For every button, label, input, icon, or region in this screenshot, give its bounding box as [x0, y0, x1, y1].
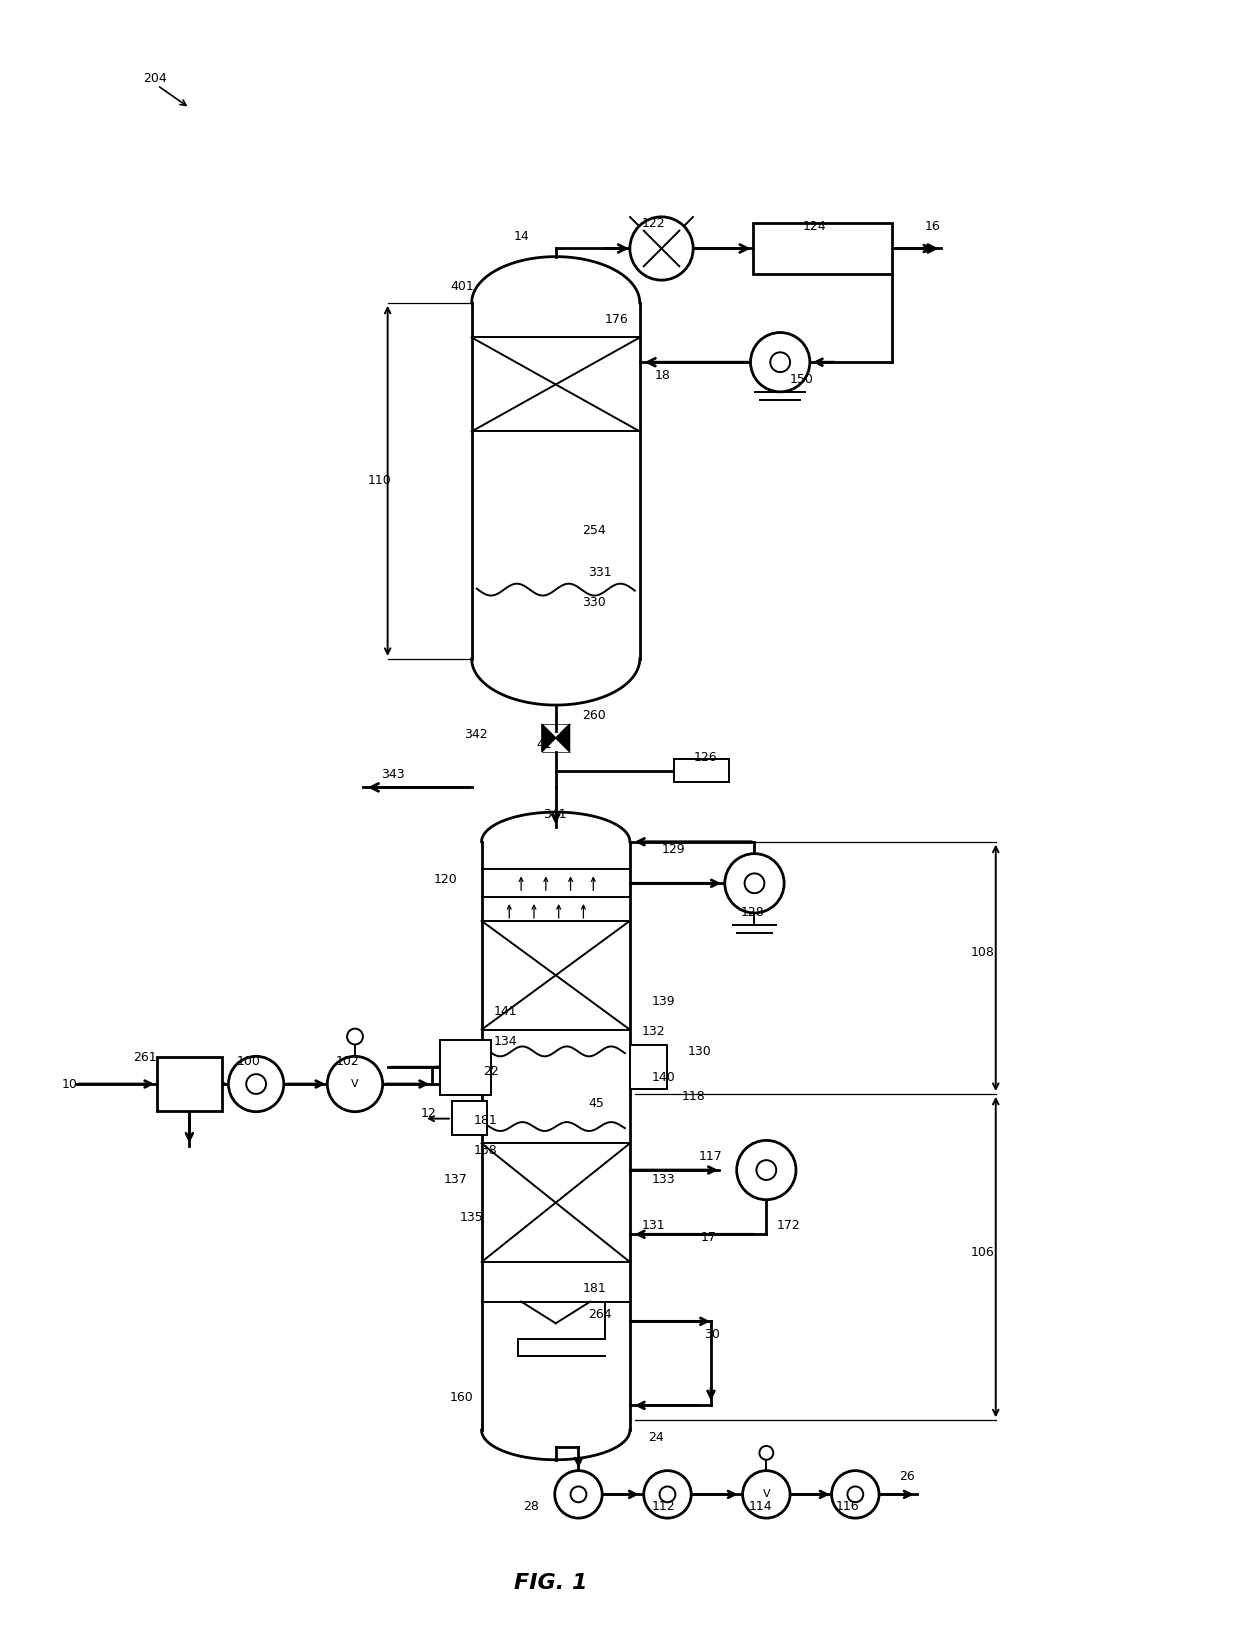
Text: 343: 343	[381, 768, 404, 782]
Text: 118: 118	[681, 1090, 706, 1103]
Text: 160: 160	[450, 1391, 474, 1404]
Text: 134: 134	[494, 1034, 517, 1048]
Text: 26: 26	[899, 1470, 915, 1483]
Bar	[440, 1039, 491, 1095]
Circle shape	[743, 1471, 790, 1519]
Text: 401: 401	[450, 279, 474, 292]
Text: 45: 45	[588, 1097, 604, 1110]
Text: 331: 331	[588, 566, 613, 580]
Circle shape	[570, 1486, 587, 1502]
Polygon shape	[556, 724, 569, 752]
Text: 10: 10	[61, 1077, 77, 1090]
Text: 150: 150	[790, 373, 813, 386]
Text: 176: 176	[605, 314, 629, 327]
Text: 124: 124	[804, 220, 827, 233]
Text: 264: 264	[588, 1309, 613, 1320]
Text: V: V	[763, 1489, 770, 1499]
Text: 102: 102	[335, 1054, 358, 1067]
Circle shape	[327, 1056, 383, 1112]
Text: 12: 12	[420, 1107, 436, 1120]
Text: 129: 129	[661, 844, 686, 855]
Circle shape	[756, 1161, 776, 1181]
Text: V: V	[351, 1079, 358, 1089]
Circle shape	[847, 1486, 863, 1502]
Text: 117: 117	[699, 1149, 723, 1163]
Polygon shape	[542, 724, 556, 752]
Text: 112: 112	[652, 1499, 676, 1512]
Circle shape	[644, 1471, 691, 1519]
Text: 140: 140	[652, 1071, 676, 1084]
Text: 341: 341	[543, 808, 567, 821]
Text: 114: 114	[749, 1499, 773, 1512]
Circle shape	[832, 1471, 879, 1519]
Text: 17: 17	[701, 1232, 717, 1243]
Text: 342: 342	[464, 729, 487, 742]
Text: 126: 126	[694, 752, 718, 764]
Text: 138: 138	[474, 1144, 497, 1156]
Text: 122: 122	[642, 217, 666, 230]
Text: 14: 14	[513, 230, 529, 243]
Text: 100: 100	[237, 1054, 260, 1067]
Text: 30: 30	[704, 1328, 720, 1340]
Text: 181: 181	[583, 1282, 606, 1296]
Text: 24: 24	[647, 1430, 663, 1443]
Text: 130: 130	[687, 1044, 711, 1057]
Bar	[157, 1057, 222, 1112]
Text: 204: 204	[144, 72, 167, 85]
Text: 131: 131	[642, 1218, 666, 1232]
Bar	[754, 223, 892, 274]
Text: 330: 330	[583, 596, 606, 609]
Circle shape	[247, 1074, 267, 1094]
Circle shape	[744, 874, 764, 893]
Text: 254: 254	[583, 524, 606, 537]
Text: 132: 132	[642, 1025, 666, 1038]
Text: 181: 181	[474, 1115, 497, 1126]
Text: 120: 120	[434, 874, 458, 885]
Text: 16: 16	[925, 220, 940, 233]
Circle shape	[554, 1471, 603, 1519]
Text: 18: 18	[655, 368, 671, 381]
Text: 110: 110	[368, 475, 392, 488]
Text: 261: 261	[134, 1051, 157, 1064]
Text: FIG. 1: FIG. 1	[515, 1573, 588, 1593]
Text: 108: 108	[971, 946, 994, 959]
Circle shape	[630, 217, 693, 281]
Text: 172: 172	[776, 1218, 800, 1232]
Circle shape	[770, 353, 790, 373]
Bar	[675, 759, 729, 783]
Text: 141: 141	[494, 1005, 517, 1018]
Text: 128: 128	[740, 906, 764, 920]
Circle shape	[660, 1486, 676, 1502]
Text: 135: 135	[460, 1212, 484, 1223]
Text: 137: 137	[444, 1174, 467, 1187]
Text: 22: 22	[484, 1064, 500, 1077]
Circle shape	[347, 1028, 363, 1044]
Bar	[630, 1046, 667, 1089]
Bar	[451, 1100, 486, 1135]
Circle shape	[737, 1141, 796, 1200]
Circle shape	[759, 1447, 774, 1460]
Circle shape	[750, 333, 810, 392]
Text: 41: 41	[536, 739, 552, 752]
Text: 260: 260	[583, 709, 606, 722]
Text: 106: 106	[971, 1246, 994, 1259]
Text: 133: 133	[652, 1174, 676, 1187]
Circle shape	[725, 854, 784, 913]
Text: 116: 116	[836, 1499, 859, 1512]
Text: 28: 28	[523, 1499, 539, 1512]
Text: 139: 139	[652, 995, 676, 1008]
Circle shape	[228, 1056, 284, 1112]
